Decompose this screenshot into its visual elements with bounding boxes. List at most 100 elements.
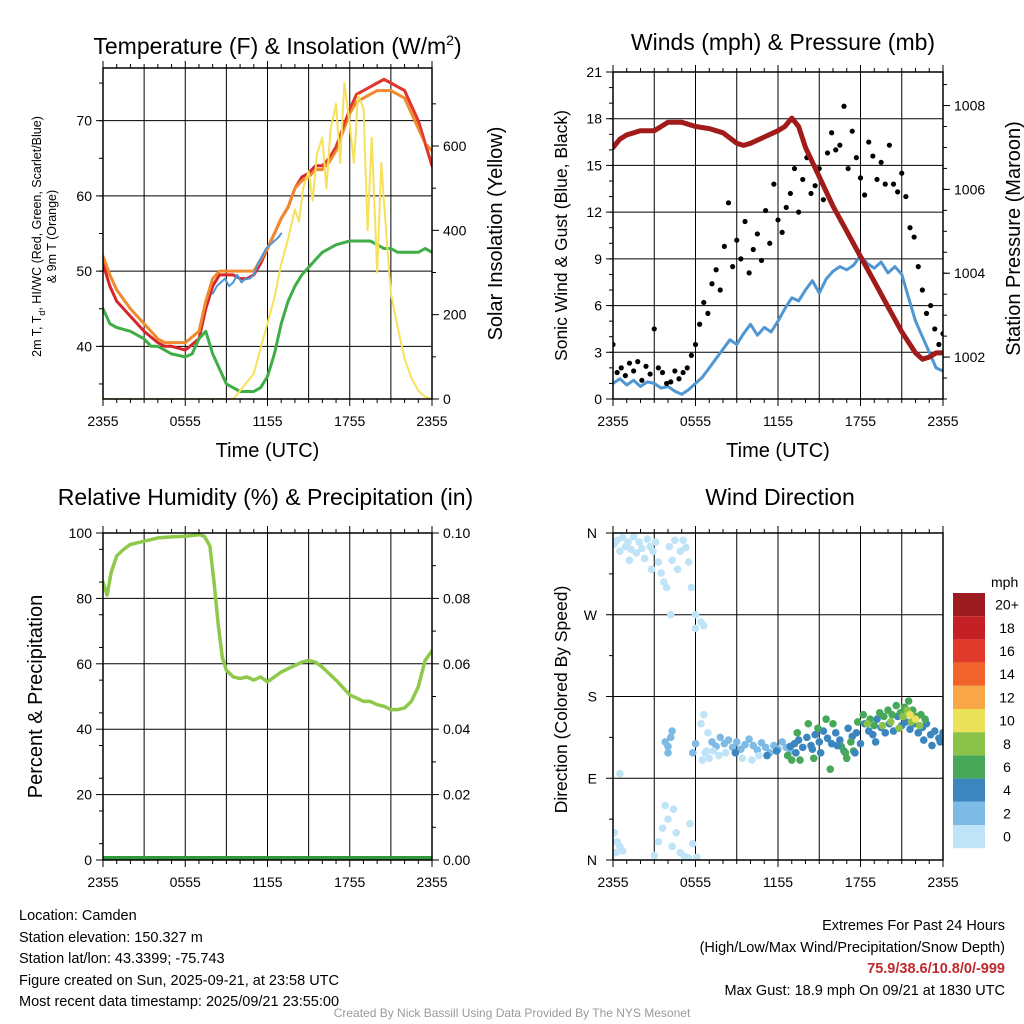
legend-unit: mph <box>991 574 1018 590</box>
gust-point <box>923 310 930 316</box>
gust-point <box>750 246 756 253</box>
direction-point <box>844 724 852 733</box>
direction-point <box>939 729 943 737</box>
gust-point <box>742 218 748 225</box>
direction-point <box>618 533 627 542</box>
x-tick-label: 2355 <box>597 413 628 429</box>
direction-point <box>792 749 800 757</box>
direction-point <box>654 558 663 566</box>
gust-point <box>862 192 868 198</box>
gust-point <box>639 377 645 383</box>
gust-point <box>849 128 855 134</box>
gust-point <box>857 175 864 181</box>
direction-point <box>772 747 781 755</box>
direction-point <box>643 535 652 544</box>
direction-point <box>657 569 665 577</box>
y2-tick-label: 600 <box>443 138 467 154</box>
legend-label: 12 <box>999 689 1015 705</box>
direction-point <box>829 719 837 728</box>
direction-point <box>715 751 723 760</box>
direction-point <box>745 735 753 743</box>
gust-point <box>684 365 690 371</box>
y-tick-label: 40 <box>76 721 92 737</box>
direction-point <box>661 801 670 810</box>
direction-point <box>794 736 803 744</box>
direction-point <box>783 751 792 760</box>
legend-swatch <box>953 778 985 802</box>
relative-humidity-line <box>103 533 432 712</box>
x-tick-label: 0555 <box>170 413 201 429</box>
direction-point <box>647 565 656 574</box>
gust-point <box>882 181 888 187</box>
gust-point <box>668 379 674 385</box>
gust-point <box>697 321 703 327</box>
gust-point <box>713 267 719 273</box>
direction-point <box>741 740 749 749</box>
direction-point <box>731 749 740 757</box>
station-info: Location: Camden Station elevation: 150.… <box>19 906 339 1014</box>
gust-point <box>643 363 649 369</box>
legend-label: 8 <box>1003 736 1011 752</box>
gust-point <box>903 193 909 200</box>
gust-point <box>775 217 781 223</box>
direction-point <box>686 819 694 828</box>
gust-point <box>874 176 880 183</box>
direction-point <box>693 853 701 860</box>
direction-point <box>705 754 714 763</box>
direction-point <box>682 543 690 552</box>
gust-point <box>812 183 818 189</box>
direction-point <box>863 719 872 728</box>
direction-point <box>635 538 643 546</box>
series-blue-line <box>211 232 283 295</box>
direction-point <box>651 538 660 546</box>
gust-point <box>866 139 872 145</box>
gust-point <box>614 369 620 376</box>
y-axis-label-line1: 2m T, Td, HI/WC (Red, Green, Scarlet/Blu… <box>30 116 47 357</box>
direction-point <box>754 751 763 760</box>
x-tick-label: 2355 <box>87 874 118 890</box>
direction-point <box>808 745 817 753</box>
direction-point <box>616 769 624 778</box>
x-tick-label: 1755 <box>334 874 365 890</box>
direction-point <box>847 738 855 746</box>
legend-swatch <box>953 639 985 663</box>
direction-point <box>895 724 903 733</box>
y-tick-label: 100 <box>69 525 93 541</box>
direction-point <box>886 718 895 726</box>
gust-point <box>746 270 752 276</box>
y2-tick-label: 0.00 <box>443 852 470 868</box>
direction-point <box>915 721 924 730</box>
x-tick-label: 2355 <box>87 413 118 429</box>
series-green-line <box>103 239 432 393</box>
direction-point <box>859 710 868 719</box>
x-tick-label: 2355 <box>416 413 447 429</box>
legend-swatch <box>953 801 985 825</box>
direction-point <box>613 828 619 837</box>
direction-point <box>704 729 712 737</box>
direction-point <box>662 583 671 592</box>
legend-swatch <box>953 662 985 686</box>
plot-border <box>102 532 433 861</box>
direction-point <box>833 741 841 750</box>
direction-point <box>853 718 862 726</box>
y2-axis-label: Station Pressure (Maroon) <box>1003 121 1024 356</box>
gust-point <box>820 197 826 203</box>
gust-point <box>680 369 686 376</box>
direction-point <box>856 739 865 748</box>
legend-label: 10 <box>999 713 1015 729</box>
chart-title: Relative Humidity (%) & Precipitation (i… <box>58 484 473 510</box>
temperature-series <box>103 77 432 399</box>
gust-point <box>767 240 773 246</box>
direction-point <box>869 730 877 739</box>
direction-point <box>786 742 795 751</box>
direction-point <box>650 851 659 860</box>
direction-point <box>804 719 813 728</box>
chart-title: Wind Direction <box>705 484 855 510</box>
direction-point <box>880 712 888 721</box>
y-tick-label: 20 <box>76 787 92 803</box>
y-tick-label: E <box>588 770 597 786</box>
x-tick-label: 2355 <box>416 874 447 890</box>
direction-point <box>684 558 693 566</box>
gust-point <box>932 326 938 332</box>
